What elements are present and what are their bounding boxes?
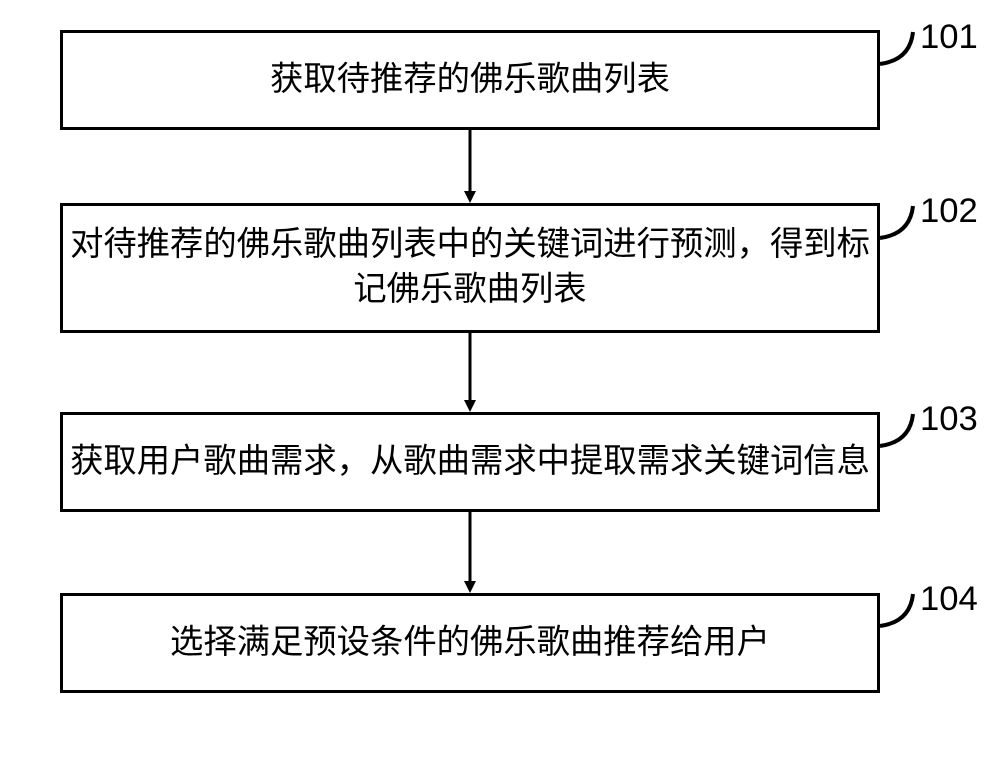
connector-102 xyxy=(880,206,913,238)
flow-node-3: 获取用户歌曲需求，从歌曲需求中提取需求关键词信息 xyxy=(60,412,880,512)
flow-node-2: 对待推荐的佛乐歌曲列表中的关键词进行预测，得到标 记佛乐歌曲列表 xyxy=(60,203,880,333)
step-label-103: 103 xyxy=(920,400,978,439)
flow-node-1: 获取待推荐的佛乐歌曲列表 xyxy=(60,30,880,130)
step-label-101: 101 xyxy=(920,18,978,57)
flow-node-1-text: 获取待推荐的佛乐歌曲列表 xyxy=(270,58,670,103)
connector-101 xyxy=(880,32,913,64)
connector-103 xyxy=(880,414,913,446)
flowchart-canvas: 获取待推荐的佛乐歌曲列表 101 对待推荐的佛乐歌曲列表中的关键词进行预测，得到… xyxy=(0,0,1000,767)
step-label-104: 104 xyxy=(920,580,978,619)
flow-node-4-text: 选择满足预设条件的佛乐歌曲推荐给用户 xyxy=(170,621,770,666)
step-label-102: 102 xyxy=(920,192,978,231)
connector-104 xyxy=(880,594,913,626)
label-connectors xyxy=(880,32,913,626)
flow-node-3-text: 获取用户歌曲需求，从歌曲需求中提取需求关键词信息 xyxy=(70,440,870,485)
flow-node-4: 选择满足预设条件的佛乐歌曲推荐给用户 xyxy=(60,593,880,693)
flow-node-2-text: 对待推荐的佛乐歌曲列表中的关键词进行预测，得到标 记佛乐歌曲列表 xyxy=(70,223,870,313)
